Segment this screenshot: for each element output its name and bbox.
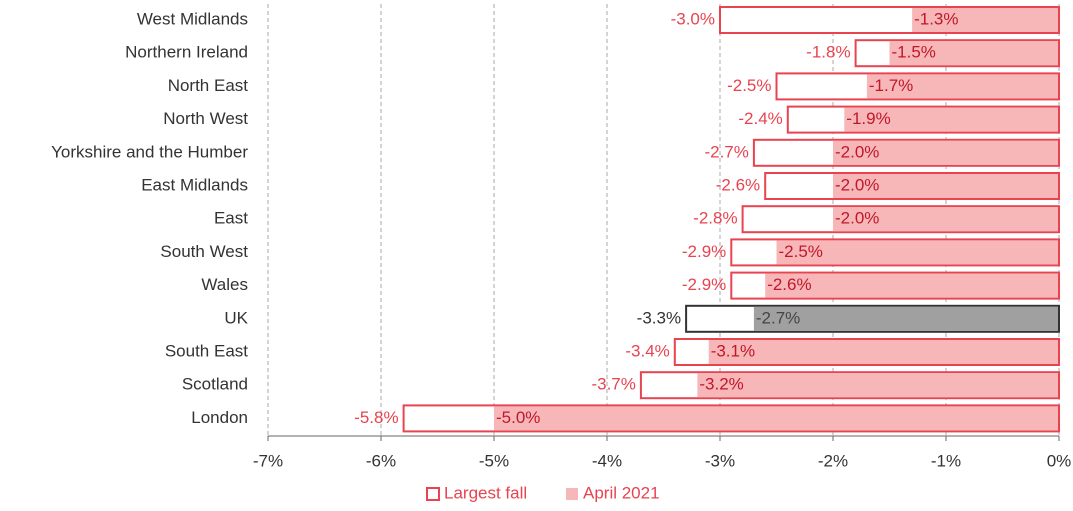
y-tick-label: East Midlands (141, 175, 248, 194)
data-label: -2.5% (779, 242, 823, 261)
x-tick-label: -5% (479, 451, 509, 470)
y-tick-label: Yorkshire and the Humber (51, 142, 248, 161)
data-label: -2.8% (693, 209, 737, 228)
data-label: -2.9% (682, 242, 726, 261)
y-tick-label: Scotland (182, 375, 248, 394)
bar-fill (833, 140, 1058, 165)
data-label: -3.1% (711, 341, 755, 360)
x-tick-label: -7% (253, 451, 283, 470)
bar-fill (889, 41, 1058, 66)
data-label: -3.4% (625, 341, 669, 360)
bar-fill (697, 373, 1058, 398)
y-tick-label: West Midlands (137, 9, 248, 28)
data-label: -2.6% (716, 175, 760, 194)
bar-fill (708, 340, 1058, 364)
y-tick-label: South West (160, 242, 248, 261)
bar-fill (753, 306, 1058, 331)
x-tick-label: -6% (366, 451, 396, 470)
data-label: -1.7% (869, 76, 913, 95)
legend-swatch (566, 488, 578, 500)
data-label: -1.5% (892, 43, 936, 62)
bar-fill (844, 107, 1058, 132)
y-tick-label: Wales (201, 275, 248, 294)
bar-fill (833, 174, 1058, 198)
x-tick-label: -4% (592, 451, 622, 470)
y-tick-label: North East (168, 76, 249, 95)
y-tick-label: South East (165, 341, 248, 360)
bar-fill (833, 207, 1058, 232)
x-tick-label: -1% (931, 451, 961, 470)
bar-fill (494, 406, 1058, 431)
data-label: -2.9% (682, 275, 726, 294)
data-label: -2.7% (756, 308, 800, 327)
x-tick-label: -3% (705, 451, 735, 470)
y-tick-label: North West (163, 109, 248, 128)
y-tick-label: Northern Ireland (125, 43, 248, 62)
y-tick-label: UK (224, 308, 248, 327)
legend-label: Largest fall (444, 483, 527, 502)
data-label: -1.8% (806, 43, 850, 62)
data-label: -3.3% (637, 308, 681, 327)
data-label: -3.7% (591, 375, 635, 394)
data-label: -2.4% (738, 109, 782, 128)
data-label: -2.5% (727, 76, 771, 95)
bar-fill (912, 8, 1058, 32)
legend-label: April 2021 (583, 483, 660, 502)
bar-fill (866, 74, 1058, 99)
data-label: -3.2% (699, 375, 743, 394)
data-label: -3.0% (671, 9, 715, 28)
data-label: -2.0% (835, 209, 879, 228)
data-label: -5.0% (496, 408, 540, 427)
y-tick-label: London (191, 408, 248, 427)
bar-fill (765, 273, 1058, 298)
data-label: -1.9% (846, 109, 890, 128)
data-label: -2.0% (835, 175, 879, 194)
y-tick-label: East (214, 209, 248, 228)
data-label: -1.3% (914, 9, 958, 28)
x-tick-label: -2% (818, 451, 848, 470)
data-label: -2.6% (767, 275, 811, 294)
legend-swatch (426, 487, 440, 501)
data-label: -5.8% (354, 408, 398, 427)
data-label: -2.7% (704, 142, 748, 161)
bar-fill (776, 240, 1058, 265)
data-label: -2.0% (835, 142, 879, 161)
x-tick-label: 0% (1047, 451, 1072, 470)
